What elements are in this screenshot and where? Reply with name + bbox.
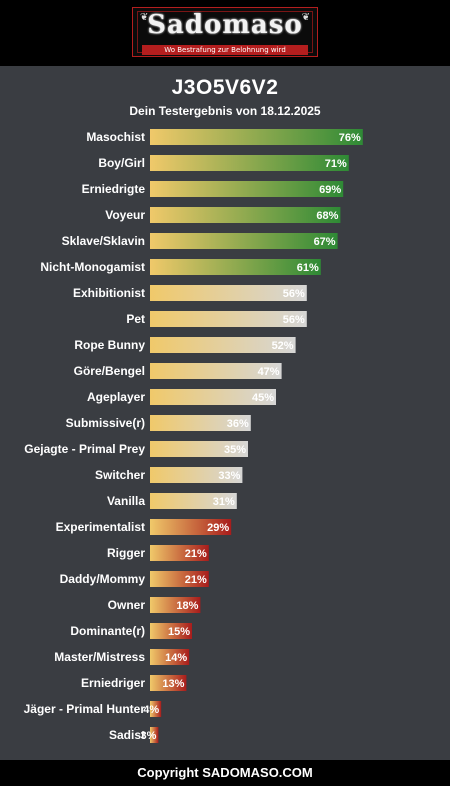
copyright-text: Copyright SADOMASO.COM: [137, 765, 313, 780]
category-label: Pet: [126, 312, 145, 326]
result-subtitle: Dein Testergebnis von 18.12.2025: [129, 104, 321, 118]
value-label: 68%: [316, 210, 338, 222]
category-label: Vanilla: [107, 494, 145, 508]
category-label: Dominante(r): [70, 624, 145, 638]
value-label: 45%: [252, 392, 274, 404]
result-bar: [150, 259, 321, 275]
value-label: 21%: [185, 574, 207, 586]
value-label: 33%: [218, 470, 240, 482]
value-label: 15%: [168, 626, 190, 638]
category-label: Voyeur: [105, 208, 145, 222]
value-label: 35%: [224, 444, 246, 456]
value-label: 13%: [162, 678, 184, 690]
category-label: Daddy/Mommy: [60, 572, 146, 586]
category-label: Exhibitionist: [73, 286, 145, 300]
result-bar: [150, 129, 363, 145]
result-bar: [150, 597, 201, 613]
result-bar: [150, 285, 307, 301]
value-label: 56%: [283, 288, 305, 300]
result-bar: [150, 389, 276, 405]
category-label: Owner: [108, 598, 146, 612]
result-bar: [150, 155, 349, 171]
category-label: Göre/Bengel: [74, 364, 145, 378]
value-label: 71%: [325, 158, 347, 170]
top-bar: ❦ ❦ Sadomaso Wo Bestrafung zur Belohnung…: [0, 0, 450, 66]
result-title: J3O5V6V2: [171, 76, 279, 99]
value-label: 61%: [297, 262, 319, 274]
value-label: 67%: [314, 236, 336, 248]
category-label: Experimentalist: [56, 520, 145, 534]
category-label: Master/Mistress: [54, 650, 145, 664]
value-label: 76%: [339, 132, 361, 144]
result-bar: [150, 519, 232, 535]
category-label: Nicht-Monogamist: [40, 260, 145, 274]
result-bar: [150, 363, 282, 379]
category-label: Gejagte - Primal Prey: [24, 442, 145, 456]
ornament-icon: ❦: [301, 12, 310, 23]
category-label: Erniedrigte: [82, 182, 146, 196]
result-bar: [150, 207, 341, 223]
value-label: 31%: [213, 496, 235, 508]
result-bar: [150, 623, 192, 639]
value-label: 69%: [319, 184, 341, 196]
ornament-icon: ❦: [140, 12, 149, 23]
value-label: 18%: [176, 600, 198, 612]
value-label: 36%: [227, 418, 249, 430]
value-label: 3%: [140, 730, 156, 742]
category-label: Erniedriger: [81, 676, 145, 690]
category-label: Switcher: [95, 468, 145, 482]
value-label: 56%: [283, 314, 305, 326]
category-label: Rope Bunny: [74, 338, 145, 352]
result-bar: [150, 493, 237, 509]
result-bar: [150, 337, 296, 353]
result-bar: [150, 701, 162, 717]
result-bar: [150, 675, 187, 691]
result-bar: [150, 649, 190, 665]
result-bar: [150, 727, 159, 743]
value-label: 4%: [143, 704, 159, 716]
result-bar: [150, 311, 307, 327]
category-label: Jäger - Primal Hunter: [24, 702, 146, 716]
category-label: Sadist: [109, 728, 145, 742]
category-label: Submissive(r): [66, 416, 145, 430]
result-bar: [150, 415, 251, 431]
value-label: 47%: [258, 366, 280, 378]
category-label: Ageplayer: [87, 390, 145, 404]
logo-title: Sadomaso: [147, 10, 303, 40]
result-bar: [150, 441, 248, 457]
category-label: Boy/Girl: [98, 156, 145, 170]
category-label: Rigger: [107, 546, 145, 560]
value-label: 29%: [207, 522, 229, 534]
result-bar: [150, 571, 209, 587]
category-label: Sklave/Sklavin: [62, 234, 145, 248]
value-label: 21%: [185, 548, 207, 560]
result-bar: [150, 467, 243, 483]
logo-tagline: Wo Bestrafung zur Belohnung wird: [142, 45, 308, 55]
footer: Copyright SADOMASO.COM: [0, 760, 450, 786]
value-label: 52%: [272, 340, 294, 352]
category-label: Masochist: [86, 130, 145, 144]
value-label: 14%: [165, 652, 187, 664]
result-bar: [150, 545, 209, 561]
result-bar: [150, 181, 344, 197]
result-bar: [150, 233, 338, 249]
site-logo[interactable]: ❦ ❦ Sadomaso Wo Bestrafung zur Belohnung…: [132, 7, 318, 57]
